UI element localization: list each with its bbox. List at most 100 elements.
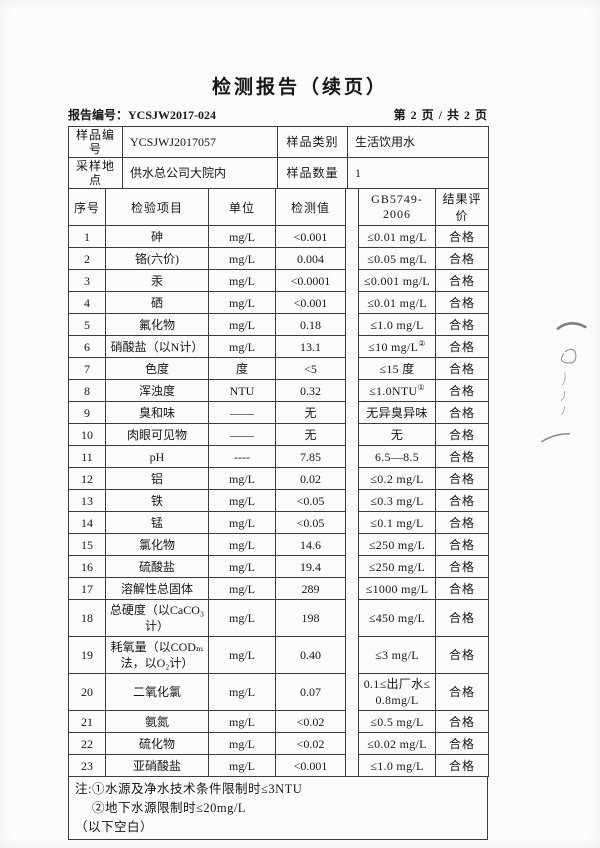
unit: mg/L [208,673,276,711]
column-gap [345,335,359,358]
results-table-header: 序号 检验项目 单位 检测值 GB5749-2006 结果评价 [68,188,489,226]
footnote-superscript: ② [418,338,426,348]
unit: mg/L [208,599,276,637]
unit: NTU [208,379,276,402]
test-item: 肉眼可见物 [105,423,209,446]
row-number: 3 [68,269,106,292]
measured-value: 0.18 [275,313,346,336]
standard-limit: ≤1.0 mg/L [358,754,436,777]
test-item: 硫化物 [105,732,209,755]
result-status: 合格 [435,445,489,468]
column-gap [345,673,359,711]
table-row: 10 肉眼可见物 —— 无 无 合格 [68,423,489,446]
sampling-site-label: 采样地点 [68,157,123,189]
result-status: 合格 [435,511,489,534]
note-line-2: ②地下水源限制时≤20mg/L [92,800,246,815]
result-status: 合格 [435,291,489,314]
row-number: 8 [68,379,106,402]
column-gap [345,423,359,446]
row-number: 20 [68,673,106,711]
standard-limit: ≤250 mg/L [358,533,436,556]
column-gap [345,401,359,424]
column-gap [345,225,359,248]
result-status: 合格 [435,247,489,270]
test-item: 浑浊度 [105,379,209,402]
unit: mg/L [208,269,276,292]
report-number: 报告编号：YCSJW2017-024 [68,106,216,123]
table-row: 6 硝酸盐（以N计） mg/L 13.1 ≤10 mg/L② 合格 [68,335,489,358]
table-row: 1 砷 mg/L <0.001 ≤0.01 mg/L 合格 [68,225,489,248]
measured-value: 0.02 [275,467,346,490]
table-row: 5 氟化物 mg/L 0.18 ≤1.0 mg/L 合格 [68,313,489,336]
unit: mg/L [208,710,276,733]
measured-value: 无 [275,423,346,446]
report-number-value: YCSJW2017-024 [128,108,217,122]
standard-limit: ≤0.05 mg/L [358,247,436,270]
column-gap [345,247,359,270]
row-number: 19 [68,636,106,674]
result-status: 合格 [435,379,489,402]
result-status: 合格 [435,710,489,733]
sample-info-table: 样品编号 YCSJWJ2017057 样品类别 生活饮用水 采样地点 供水总公司… [68,126,489,189]
result-status: 合格 [435,732,489,755]
unit: mg/L [208,247,276,270]
result-status: 合格 [435,269,489,292]
result-status: 合格 [435,754,489,777]
standard-limit: ≤3 mg/L [358,636,436,674]
column-gap [345,445,359,468]
measured-value: <0.02 [275,732,346,755]
measured-value: <0.0001 [275,269,346,292]
row-number: 15 [68,533,106,556]
unit: mg/L [208,489,276,512]
table-row: 20 二氧化氯 mg/L 0.07 0.1≤出厂水≤ 0.8mg/L 合格 [68,673,489,711]
column-gap [345,577,359,600]
column-gap [345,269,359,292]
sample-qty-value: 1 [347,157,489,189]
measured-value: <0.05 [275,489,346,512]
test-item: 氟化物 [105,313,209,336]
measured-value: 13.1 [275,335,346,358]
standard-limit: ≤1.0 mg/L [358,313,436,336]
table-row: 19 耗氧量（以CODₘ法，以O₂计） mg/L 0.40 ≤3 mg/L 合格 [68,636,489,674]
unit: mg/L [208,732,276,755]
row-number: 14 [68,511,106,534]
report-meta: 报告编号：YCSJW2017-024 第 2 页 / 共 2 页 [68,106,488,123]
result-status: 合格 [435,401,489,424]
column-gap [345,489,359,512]
row-number: 7 [68,357,106,380]
column-gap [345,555,359,578]
measured-value: 无 [275,401,346,424]
unit: mg/L [208,313,276,336]
measured-value: 14.6 [275,533,346,556]
result-status: 合格 [435,489,489,512]
unit: —— [208,401,276,424]
standard-limit: ≤1.0NTU① [358,379,436,402]
test-item: 耗氧量（以CODₘ法，以O₂计） [105,636,209,674]
note-line-3: （以下空白） [75,819,154,834]
result-status: 合格 [435,599,489,637]
column-gap [345,636,359,674]
test-item: 溶解性总固体 [105,577,209,600]
test-item: 砷 [105,225,209,248]
column-gap [345,379,359,402]
result-status: 合格 [435,577,489,600]
row-number: 23 [68,754,106,777]
row-number: 5 [68,313,106,336]
column-gap [345,533,359,556]
sample-id-value: YCSJWJ2017057 [122,126,278,158]
table-row: 4 硒 mg/L <0.001 ≤0.01 mg/L 合格 [68,291,489,314]
column-gap [345,754,359,777]
standard-limit: ≤0.001 mg/L [358,269,436,292]
column-gap [345,710,359,733]
test-item: 氯化物 [105,533,209,556]
standard-limit: ≤0.02 mg/L [358,732,436,755]
test-item: 铝 [105,467,209,490]
unit: mg/L [208,467,276,490]
standard-limit: 0.1≤出厂水≤ 0.8mg/L [358,673,436,711]
measured-value: 19.4 [275,555,346,578]
row-number: 11 [68,445,106,468]
handwritten-mark [541,322,587,443]
table-row: 9 臭和味 —— 无 无异臭异味 合格 [68,401,489,424]
test-item: 亚硝酸盐 [105,754,209,777]
result-status: 合格 [435,423,489,446]
